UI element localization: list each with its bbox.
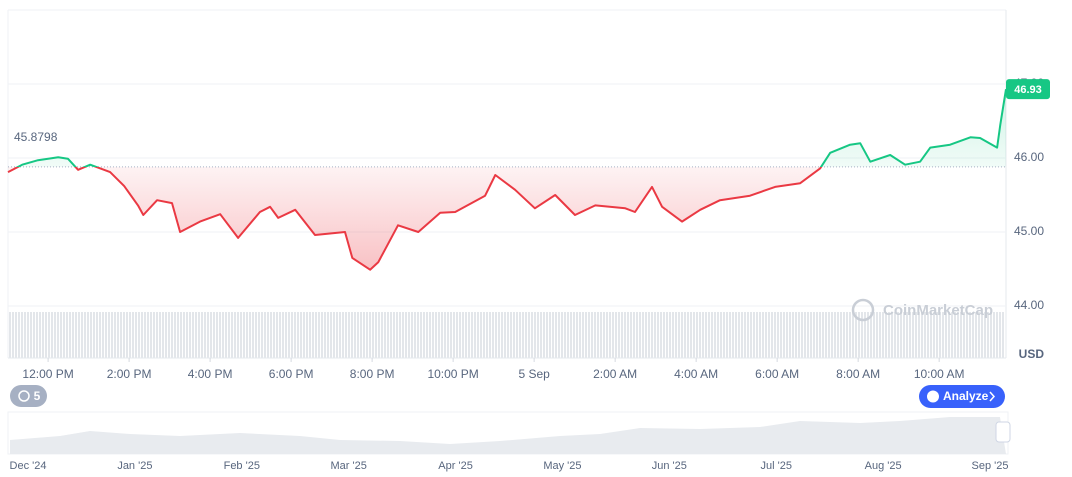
navigator-label: Jan '25 — [117, 460, 152, 472]
analyze-icon — [927, 390, 939, 403]
history-icon — [18, 390, 30, 402]
current-price-badge — [1006, 79, 1050, 100]
navigator-area — [10, 417, 1006, 454]
analyze-button[interactable]: Analyze — [919, 385, 1005, 408]
current-price-label: 46.93 — [1014, 84, 1042, 96]
x-tick-label: 8:00 PM — [350, 367, 395, 381]
navigator-label: Jul '25 — [760, 460, 791, 472]
area — [8, 89, 1006, 270]
watermark: CoinMarketCap — [851, 298, 993, 322]
navigator-label: Dec '24 — [10, 460, 47, 472]
y-tick-label: 46.00 — [1014, 150, 1044, 164]
x-tick-label: 2:00 AM — [593, 367, 637, 381]
navigator-label: Feb '25 — [224, 460, 260, 472]
x-tick-label: 10:00 PM — [427, 367, 478, 381]
analyze-pill[interactable] — [919, 385, 1005, 408]
navigator-label: Jun '25 — [652, 460, 687, 472]
x-tick-label: 6:00 PM — [269, 367, 314, 381]
navigator-label: May '25 — [543, 460, 581, 472]
navigator — [7, 411, 1011, 455]
watermark-text: CoinMarketCap — [883, 302, 993, 319]
volume-bars — [9, 312, 1005, 358]
x-tick-label: 2:00 PM — [107, 367, 152, 381]
navigator-label: Sep '25 — [972, 460, 1009, 472]
history-button[interactable]: 5 — [10, 385, 47, 407]
x-tick-label: 4:00 AM — [674, 367, 718, 381]
baseline-label: 45.8798 — [14, 130, 58, 144]
x-tick-label: 5 Sep — [518, 367, 550, 381]
analyze-label: Analyze — [943, 389, 989, 403]
watermark-logo — [851, 298, 875, 322]
y-tick-label: 45.00 — [1014, 224, 1044, 238]
x-tick-label: 10:00 AM — [914, 367, 965, 381]
y-unit: USD — [1019, 347, 1045, 361]
navigator-handle[interactable] — [995, 421, 1011, 443]
analyze-chevron — [989, 391, 996, 402]
price-line — [7, 89, 1007, 271]
x-tick-label: 6:00 AM — [755, 367, 799, 381]
navigator-label: Aug '25 — [865, 460, 902, 472]
x-tick-label: 4:00 PM — [188, 367, 233, 381]
x-tick-label: 8:00 AM — [836, 367, 880, 381]
x-tick-label: 12:00 PM — [22, 367, 73, 381]
history-count: 5 — [34, 389, 41, 403]
navigator-label: Apr '25 — [438, 460, 473, 472]
y-tick-label: 44.00 — [1014, 298, 1044, 312]
navigator-label: Mar '25 — [330, 460, 366, 472]
